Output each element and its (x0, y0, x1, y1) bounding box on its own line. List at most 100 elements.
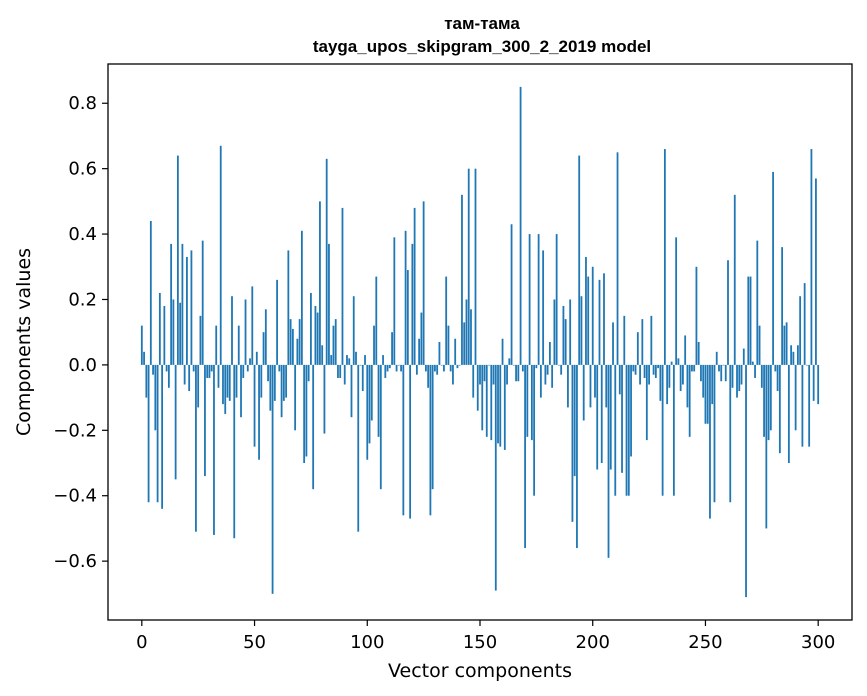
bar-30 (208, 364, 211, 378)
bar-36 (222, 364, 224, 405)
x-tick-label: 300 (801, 632, 835, 653)
bar-174 (533, 364, 536, 496)
bar-206 (605, 364, 608, 408)
bar-32 (213, 364, 215, 535)
bar-13 (170, 243, 173, 365)
bar-167 (517, 364, 520, 382)
bar-275 (760, 364, 763, 388)
x-tick-label: 100 (350, 632, 384, 653)
bar-261 (729, 364, 732, 503)
bar-266 (740, 364, 743, 385)
bar-100 (366, 364, 369, 460)
bar-70 (298, 319, 301, 365)
bar-37 (224, 364, 227, 414)
bar-241 (684, 335, 687, 365)
bar-285 (783, 325, 786, 365)
bar-182 (551, 364, 554, 388)
bar-123 (418, 338, 421, 365)
bar-170 (524, 364, 526, 549)
bar-87 (337, 364, 339, 378)
bar-116 (402, 364, 405, 516)
bar-197 (585, 256, 587, 365)
bar-284 (781, 247, 784, 365)
bar-169 (521, 364, 524, 372)
bar-35 (219, 145, 222, 365)
bar-84 (330, 355, 333, 365)
bar-83 (328, 243, 330, 365)
bar-90 (343, 364, 346, 385)
bar-110 (388, 364, 391, 369)
bar-74 (307, 364, 310, 382)
bar-1 (143, 351, 145, 365)
bar-82 (325, 158, 328, 365)
bar-253 (711, 364, 714, 405)
bar-191 (571, 364, 574, 522)
bar-276 (763, 364, 765, 437)
bar-270 (749, 276, 752, 365)
bar-43 (237, 325, 240, 365)
bar-231 (661, 364, 664, 496)
bar-272 (754, 364, 756, 378)
bar-42 (235, 364, 238, 398)
bar-274 (758, 325, 761, 365)
bar-175 (535, 364, 538, 369)
bar-171 (526, 364, 529, 437)
y-tick-label: 0.4 (68, 224, 97, 245)
bar-108 (384, 364, 387, 378)
bar-189 (567, 364, 569, 408)
bar-6 (154, 364, 157, 431)
bar-257 (720, 364, 723, 382)
bar-54 (262, 332, 265, 365)
bar-221 (639, 364, 641, 385)
bar-137 (449, 364, 452, 372)
bar-55 (264, 309, 267, 365)
bar-59 (273, 364, 276, 401)
x-axis-label: Vector components (388, 660, 572, 682)
bar-126 (424, 364, 427, 372)
bar-211 (616, 152, 619, 365)
bar-248 (700, 364, 702, 382)
bar-234 (668, 364, 671, 388)
bar-163 (508, 358, 511, 365)
bar-156 (492, 364, 495, 385)
y-tick-label: 0.0 (68, 355, 97, 376)
bar-154 (488, 364, 490, 366)
bar-240 (682, 364, 684, 385)
bar-187 (562, 306, 565, 365)
bar-39 (228, 364, 231, 401)
bar-198 (587, 276, 590, 365)
y-tick-label: −0.2 (53, 420, 97, 441)
bar-3 (147, 364, 150, 503)
bar-166 (515, 364, 517, 382)
bar-97 (359, 364, 362, 366)
bar-56 (267, 364, 269, 382)
bar-295 (806, 364, 808, 366)
bar-277 (765, 364, 768, 529)
bar-173 (530, 364, 533, 441)
bar-40 (231, 296, 233, 365)
bar-176 (537, 234, 540, 365)
bar-28 (204, 364, 206, 477)
bar-247 (697, 342, 700, 365)
bar-136 (447, 325, 450, 365)
bar-17 (179, 302, 182, 365)
bar-243 (688, 364, 691, 437)
bar-23 (192, 364, 195, 372)
bar-38 (226, 364, 229, 398)
bar-152 (483, 364, 486, 382)
x-tick-label: 200 (576, 632, 610, 653)
bar-155 (490, 364, 493, 441)
bar-203 (598, 279, 601, 365)
bar-8 (158, 292, 161, 365)
bar-22 (190, 250, 193, 365)
bar-58 (271, 364, 274, 594)
bar-12 (167, 364, 170, 388)
bar-113 (395, 364, 398, 372)
bar-164 (510, 224, 513, 365)
bar-16 (176, 155, 179, 365)
bar-138 (452, 364, 454, 385)
bar-57 (269, 364, 272, 411)
y-axis-label: Components values (13, 248, 35, 436)
bar-125 (422, 201, 425, 365)
